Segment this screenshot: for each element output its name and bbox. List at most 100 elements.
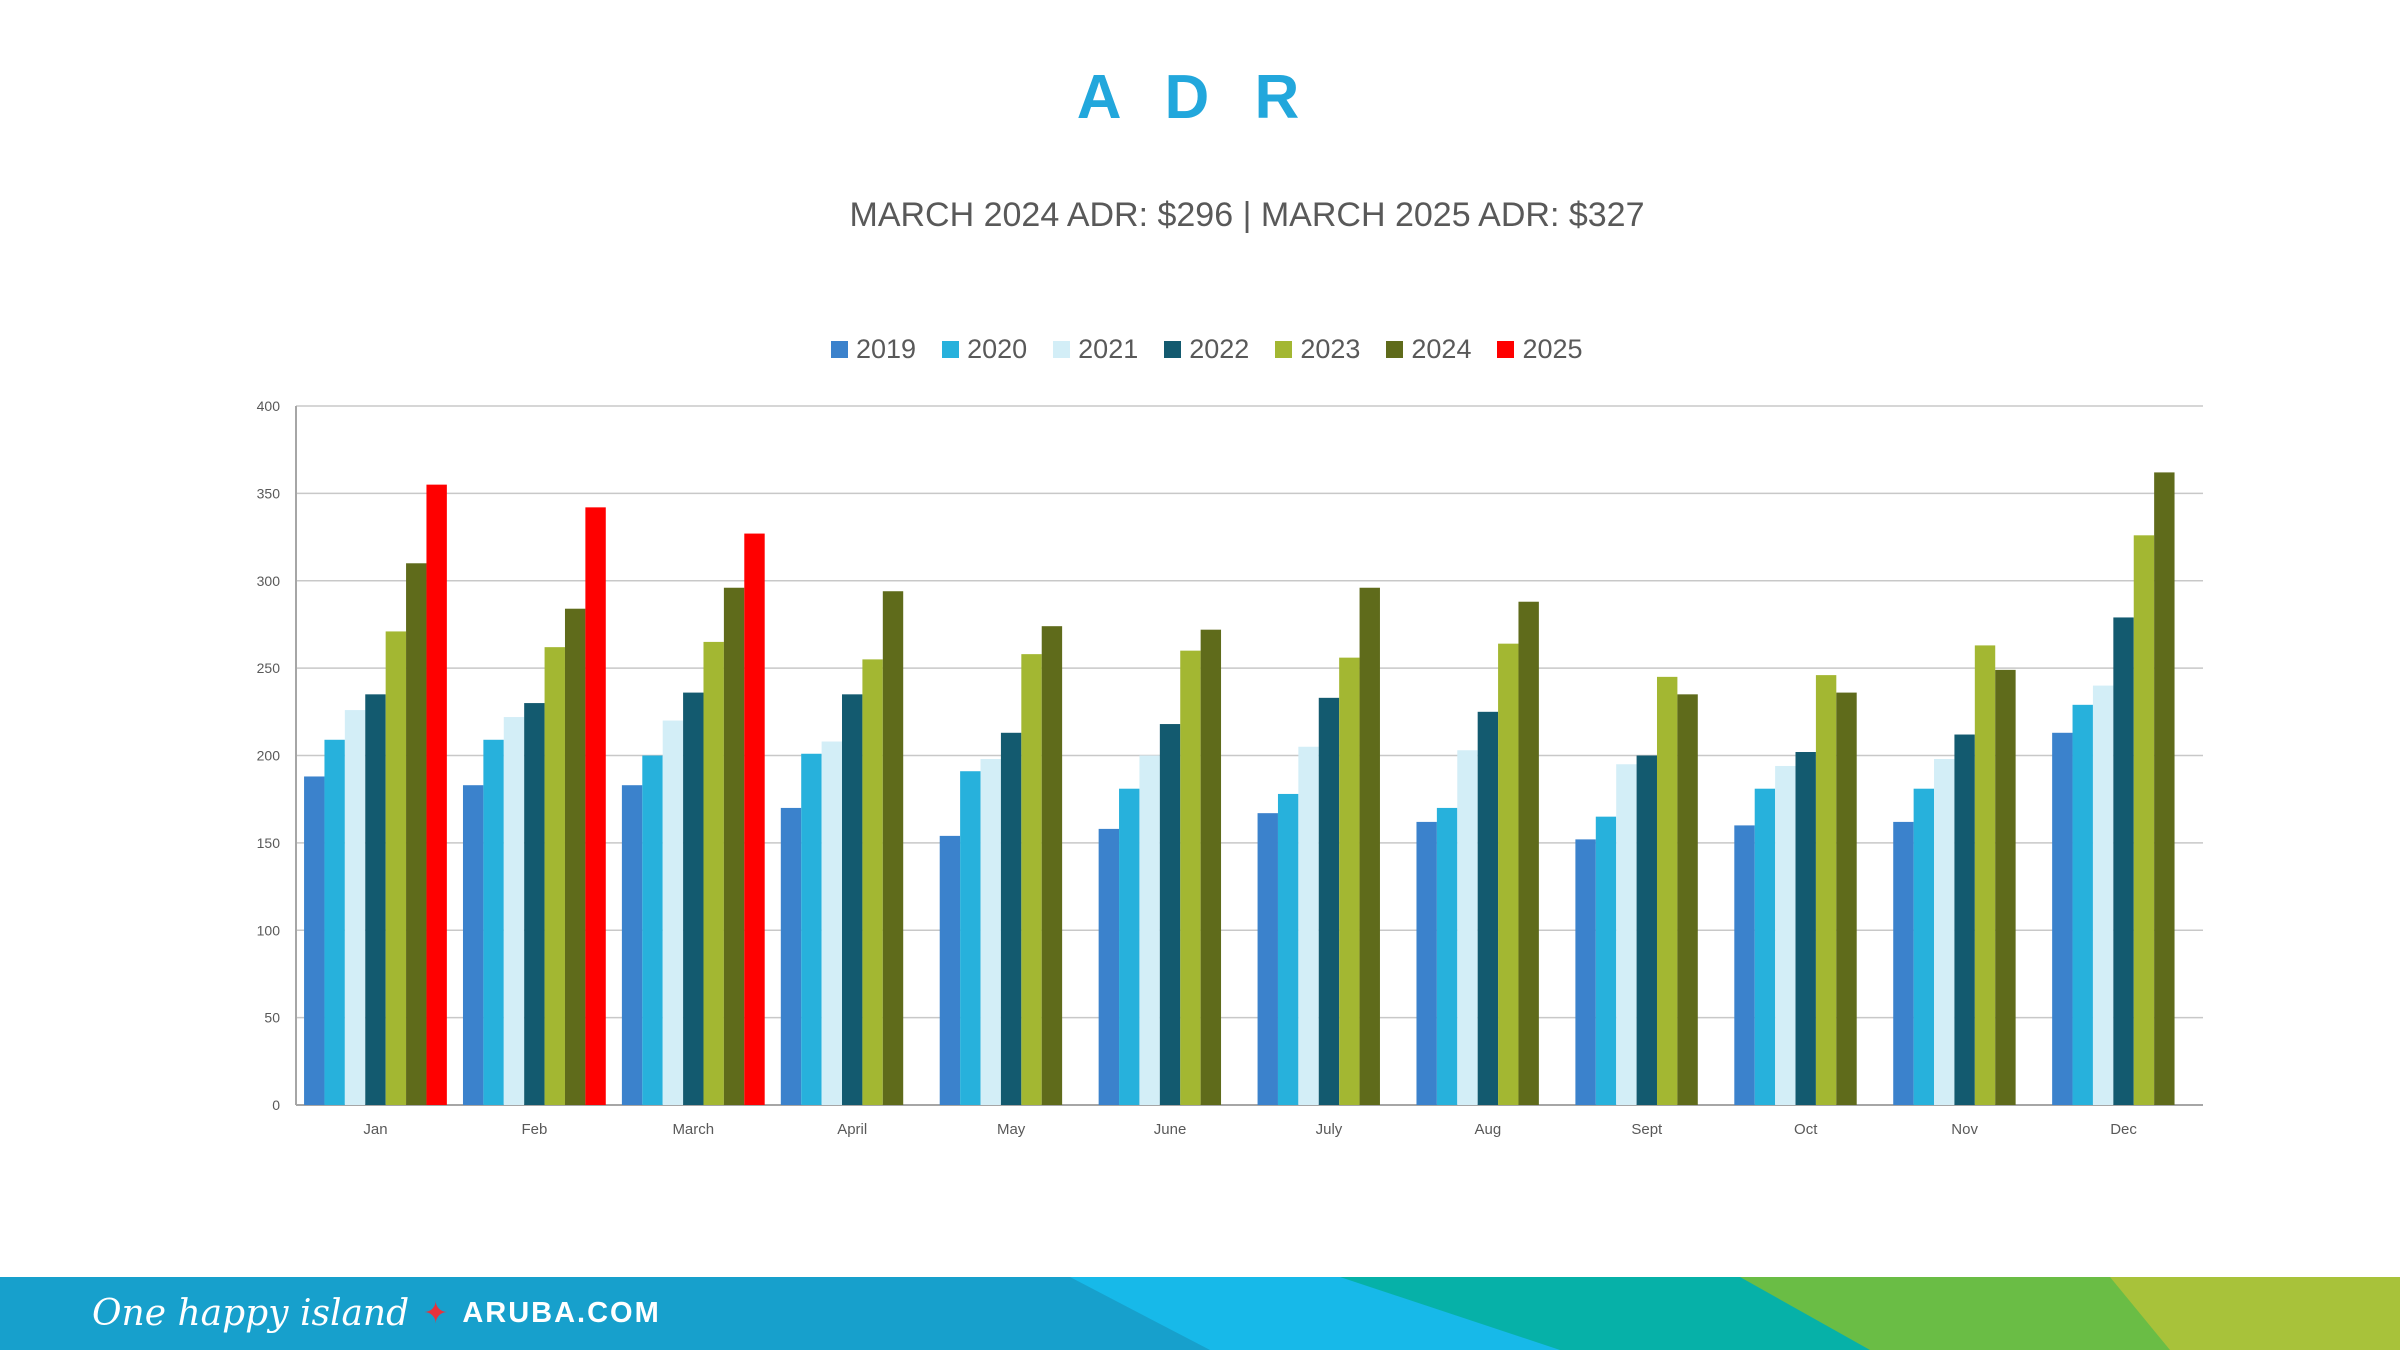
bar-2020-jan — [324, 739, 345, 1105]
bar-2022-sept — [1636, 755, 1657, 1105]
bar-2024-sept — [1677, 694, 1698, 1105]
bar-2024-aug — [1518, 601, 1539, 1105]
footer-site-link[interactable]: ARUBA.COM — [462, 1297, 661, 1329]
legend-item-2024: 2024 — [1386, 334, 1471, 365]
legend-label: 2021 — [1078, 334, 1139, 364]
bar-2021-aug — [1457, 750, 1478, 1105]
y-tick-label: 300 — [257, 573, 281, 589]
bar-2019-sept — [1575, 839, 1596, 1105]
legend-swatch — [1275, 341, 1293, 358]
bar-2025-march — [744, 533, 765, 1105]
bar-2025-feb — [585, 507, 606, 1106]
bar-2022-feb — [524, 703, 545, 1105]
bar-2021-june — [1139, 755, 1160, 1105]
legend-label: 2025 — [1522, 334, 1583, 364]
bar-2020-may — [960, 771, 981, 1105]
bar-2020-march — [642, 755, 663, 1105]
legend-label: 2024 — [1411, 334, 1472, 364]
bar-2022-nov — [1954, 734, 1975, 1105]
chart-subtitle: MARCH 2024 ADR: $296 | MARCH 2025 ADR: $… — [849, 196, 1645, 234]
bar-2021-sept — [1616, 764, 1637, 1105]
x-tick-label: Oct — [1794, 1121, 1818, 1138]
bar-2023-oct — [1815, 675, 1837, 1105]
bar-2023-dec — [2133, 535, 2155, 1105]
bar-2024-nov — [1995, 669, 2016, 1105]
bar-2023-may — [1021, 654, 1042, 1105]
bar-2019-dec — [2052, 732, 2073, 1105]
legend-item-2019: 2019 — [831, 334, 916, 365]
legend-item-2021: 2021 — [1053, 334, 1138, 365]
bar-2022-april — [842, 694, 863, 1105]
bar-2022-march — [683, 692, 704, 1105]
legend-item-2020: 2020 — [942, 334, 1027, 365]
bar-2019-oct — [1734, 825, 1755, 1105]
y-tick-label: 100 — [257, 922, 281, 938]
bar-2020-aug — [1436, 807, 1458, 1105]
bar-2022-jan — [365, 694, 386, 1105]
bar-2024-july — [1359, 587, 1380, 1105]
bar-2019-july — [1257, 813, 1278, 1105]
bar-2019-nov — [1893, 821, 1914, 1105]
legend-label: 2023 — [1300, 334, 1361, 364]
legend-swatch — [831, 341, 848, 358]
bar-2020-june — [1119, 788, 1140, 1105]
bar-2022-aug — [1477, 711, 1499, 1105]
bar-2024-may — [1041, 626, 1063, 1105]
bar-2020-april — [801, 753, 822, 1105]
bar-2024-jan — [406, 563, 427, 1105]
bar-2021-feb — [503, 717, 525, 1105]
y-tick-label: 50 — [264, 1010, 280, 1026]
bar-2019-aug — [1416, 821, 1437, 1105]
footer-brand: One happy island ✦ ARUBA.COM — [92, 1277, 661, 1350]
bar-2023-april — [862, 659, 883, 1105]
legend-swatch — [1164, 341, 1182, 358]
bar-chart: 0 50 100 150 200 250 300 350 400 Jan Feb March April… — [257, 398, 2203, 1138]
bar-2021-may — [980, 758, 1001, 1105]
legend-label: 2022 — [1189, 334, 1250, 364]
bar-2022-june — [1159, 724, 1181, 1105]
bar-2022-july — [1318, 697, 1340, 1105]
x-tick-label: July — [1316, 1121, 1343, 1138]
footer-band — [0, 1277, 2400, 1350]
legend-item-2022: 2022 — [1164, 334, 1249, 365]
bar-2024-oct — [1836, 692, 1857, 1105]
x-tick-label: Nov — [1951, 1121, 1978, 1138]
x-tick-label: Sept — [1631, 1121, 1663, 1138]
bar-2022-dec — [2113, 617, 2134, 1105]
bar-2021-april — [821, 741, 843, 1105]
bar-2024-feb — [564, 608, 586, 1105]
bar-2021-july — [1298, 746, 1319, 1105]
bar-2019-jan — [304, 776, 325, 1105]
bar-2020-feb — [483, 739, 504, 1105]
x-tick-label: Jan — [363, 1121, 387, 1138]
bar-2023-jan — [385, 631, 407, 1105]
bar-2019-march — [621, 785, 643, 1105]
bar-2023-july — [1339, 657, 1360, 1105]
x-tick-label: Feb — [521, 1121, 547, 1138]
bar-2021-jan — [344, 710, 366, 1105]
x-tick-label: Aug — [1475, 1121, 1502, 1138]
star-icon: ✦ — [423, 1296, 449, 1330]
bar-2024-march — [723, 587, 745, 1105]
legend-label: 2020 — [967, 334, 1028, 364]
bar-2020-sept — [1595, 816, 1617, 1105]
footer-tagline: One happy island — [92, 1292, 410, 1334]
x-tick-label: May — [997, 1121, 1026, 1138]
bar-2019-april — [780, 807, 802, 1105]
x-tick-label: April — [837, 1121, 867, 1138]
bar-2024-june — [1200, 629, 1222, 1105]
bar-2025-jan — [426, 484, 447, 1105]
y-tick-label: 250 — [257, 660, 281, 676]
bar-2023-nov — [1974, 645, 1996, 1105]
bar-2019-feb — [462, 785, 484, 1105]
bar-2020-oct — [1754, 788, 1776, 1105]
bar-2023-feb — [544, 647, 565, 1105]
bar-2020-july — [1277, 793, 1299, 1105]
bar-2023-march — [703, 641, 724, 1105]
bar-2020-dec — [2072, 704, 2093, 1105]
bar-2023-june — [1180, 650, 1201, 1105]
bar-2022-may — [1000, 732, 1022, 1105]
bar-2022-oct — [1795, 752, 1816, 1105]
legend-swatch — [1497, 341, 1515, 358]
y-tick-label: 200 — [257, 748, 281, 764]
